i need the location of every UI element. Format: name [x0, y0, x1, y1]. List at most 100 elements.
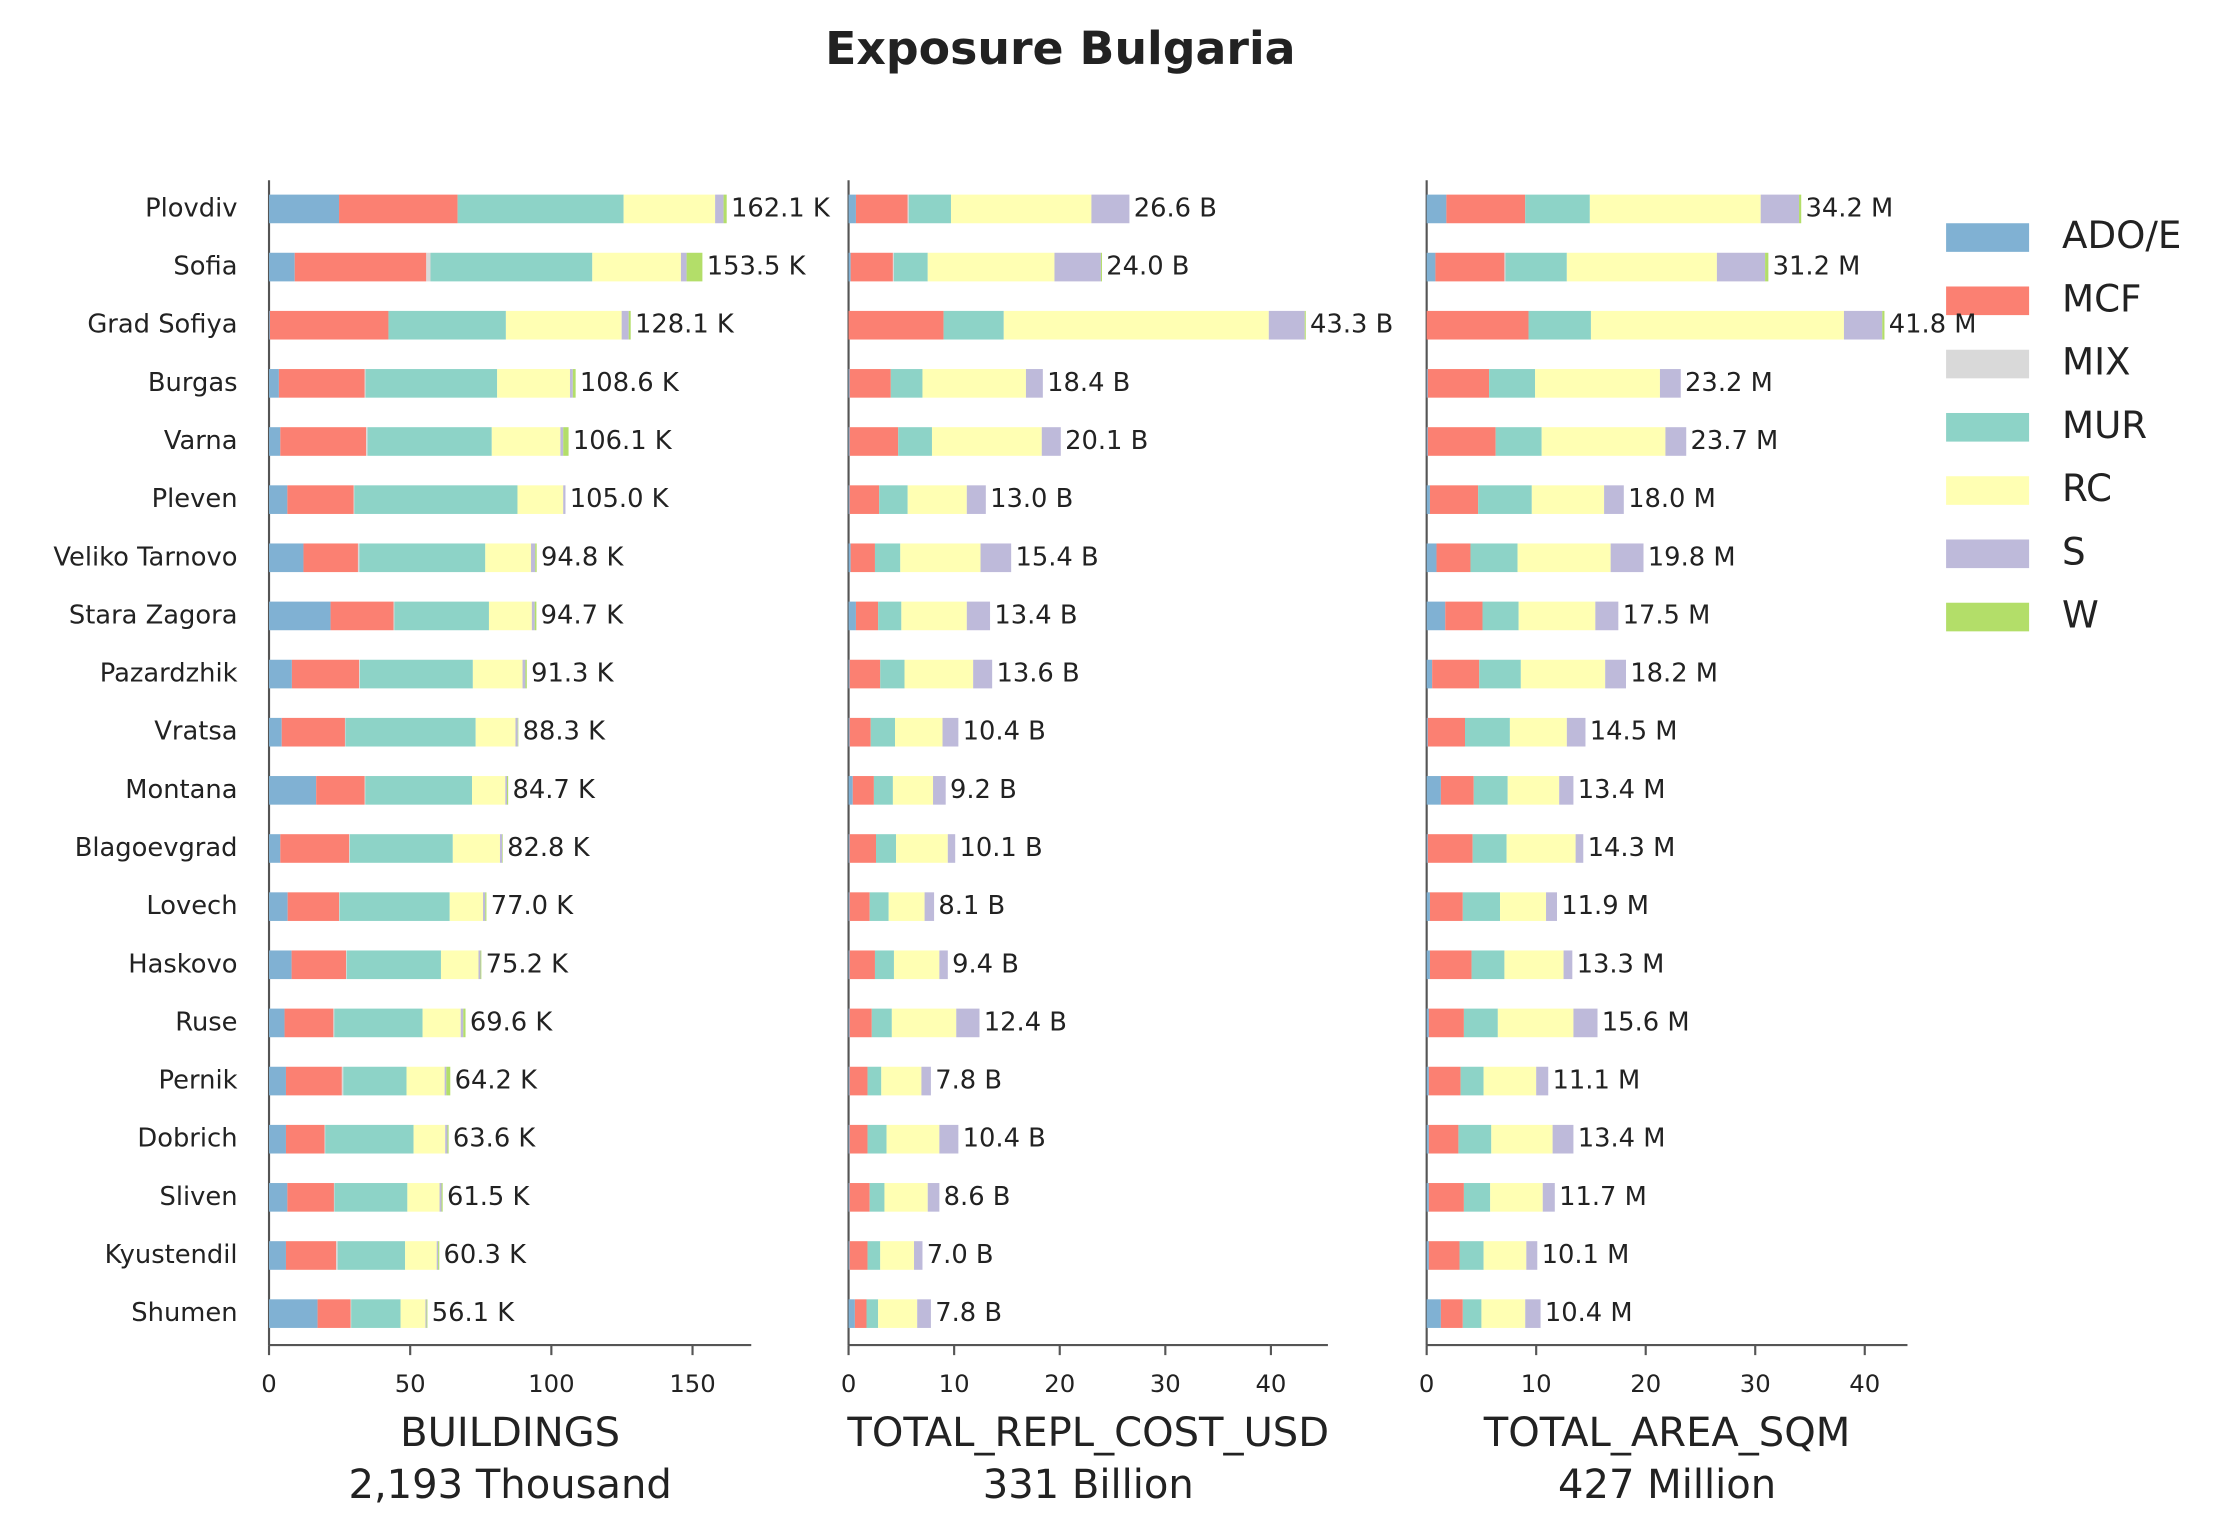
bar-segment: [269, 1124, 286, 1154]
bar-segment: [1563, 950, 1573, 980]
bar-segment: [901, 601, 967, 631]
bar-segment: [359, 543, 486, 573]
bar-segment: [287, 1183, 334, 1212]
bar-segment: [1426, 310, 1529, 340]
value-label: 91.3 K: [531, 659, 615, 689]
bar-segment: [870, 717, 896, 747]
bar-segment: [1525, 1299, 1541, 1328]
x-axis-label: TOTAL_AREA_SQM: [1483, 1410, 1851, 1456]
bar-segment: [366, 427, 368, 456]
bar-segment: [294, 252, 427, 282]
bar-segment: [1445, 601, 1483, 631]
bar-segment: [343, 1066, 407, 1096]
bar-segment: [303, 543, 358, 573]
value-label: 13.4 B: [994, 600, 1077, 630]
category-label: Stara Zagora: [69, 600, 238, 630]
bar-segment: [848, 776, 853, 805]
chart-title: Exposure Bulgaria: [825, 21, 1295, 75]
x-tick-label: 0: [261, 1369, 276, 1398]
bar-segment: [1566, 717, 1586, 747]
bar-segment: [316, 776, 365, 805]
bar-segment: [1473, 776, 1508, 805]
bar-segment: [1426, 1241, 1429, 1270]
bar-segment: [1541, 427, 1666, 456]
bar-segment: [1426, 194, 1447, 224]
bar-segment: [1426, 252, 1436, 282]
bar-segment: [849, 659, 881, 689]
bar-segment: [888, 892, 925, 921]
value-label: 10.1 B: [959, 833, 1042, 863]
bar-segment: [874, 950, 894, 980]
bar-segment: [1428, 1241, 1460, 1270]
bar-segment: [535, 543, 537, 573]
x-axis-label: TOTAL_REPL_COST_USD: [846, 1410, 1329, 1456]
value-label: 106.1 K: [573, 426, 673, 456]
bar-segment: [359, 659, 360, 689]
x-tick-label: 30: [1150, 1369, 1181, 1398]
bar-segment: [1760, 194, 1800, 224]
x-tick-label: 10: [939, 1369, 970, 1398]
bar-segment: [848, 717, 850, 747]
bar-segment: [1716, 252, 1766, 282]
value-label: 34.2 M: [1806, 193, 1894, 223]
bar-segment: [354, 485, 518, 514]
x-tick-label: 40: [1255, 1369, 1286, 1398]
bar-segment: [849, 1183, 870, 1212]
legend-swatch: [1946, 349, 2030, 379]
bar-segment: [849, 427, 899, 456]
bar-segment: [848, 485, 850, 514]
bar-segment: [891, 1008, 957, 1038]
bar-segment: [867, 1241, 881, 1270]
bar-segment: [1440, 776, 1474, 805]
category-label: Ruse: [175, 1007, 237, 1037]
bar-segment: [849, 717, 871, 747]
bar-segment: [1091, 194, 1130, 224]
bar-segment: [852, 776, 874, 805]
bar-segment: [895, 717, 943, 747]
bar-segment: [560, 427, 564, 456]
value-label: 14.3 M: [1588, 833, 1676, 863]
value-label: 23.2 M: [1685, 368, 1773, 398]
category-label: Burgas: [148, 368, 238, 398]
x-axis-label: 331 Billion: [983, 1462, 1194, 1508]
bar-segment: [1025, 369, 1043, 398]
bar-segment: [1429, 950, 1472, 980]
value-label: 9.2 B: [950, 775, 1017, 805]
bar-segment: [1610, 543, 1644, 573]
bar-segment: [572, 369, 576, 398]
bar-segment: [269, 252, 295, 282]
bar-segment: [353, 485, 355, 514]
bar-segment: [357, 543, 360, 573]
category-label: Kyustendil: [105, 1240, 238, 1270]
bar-segment: [1429, 485, 1479, 514]
legend-label: MUR: [2062, 403, 2147, 447]
bar-segment: [393, 601, 395, 631]
x-tick-label: 50: [395, 1369, 426, 1398]
bar-segment: [1304, 310, 1306, 340]
bar-segment: [848, 252, 851, 282]
category-label: Varna: [164, 426, 238, 456]
bar-segment: [848, 1183, 850, 1212]
bar-segment: [914, 1241, 923, 1270]
bar-segment: [1665, 427, 1687, 456]
bar-segment: [855, 194, 908, 224]
bar-segment: [406, 1066, 445, 1096]
bar-segment: [364, 369, 366, 398]
bar-segment: [848, 1299, 855, 1328]
bar-segment: [452, 834, 500, 863]
bar-segment: [269, 834, 281, 863]
value-label: 7.0 B: [927, 1240, 994, 1270]
category-label: Pleven: [152, 484, 238, 514]
legend-swatch: [1946, 602, 2030, 632]
bar-segment: [1552, 1124, 1574, 1154]
bar-segment: [1504, 950, 1564, 980]
value-label: 13.3 M: [1577, 949, 1665, 979]
bar-segment: [848, 369, 850, 398]
bar-segment: [931, 427, 1042, 456]
bar-segment: [280, 427, 367, 456]
bar-segment: [917, 1299, 931, 1328]
bar-segment: [284, 1008, 334, 1038]
bar-segment: [1426, 950, 1430, 980]
bar-segment: [1429, 892, 1463, 921]
